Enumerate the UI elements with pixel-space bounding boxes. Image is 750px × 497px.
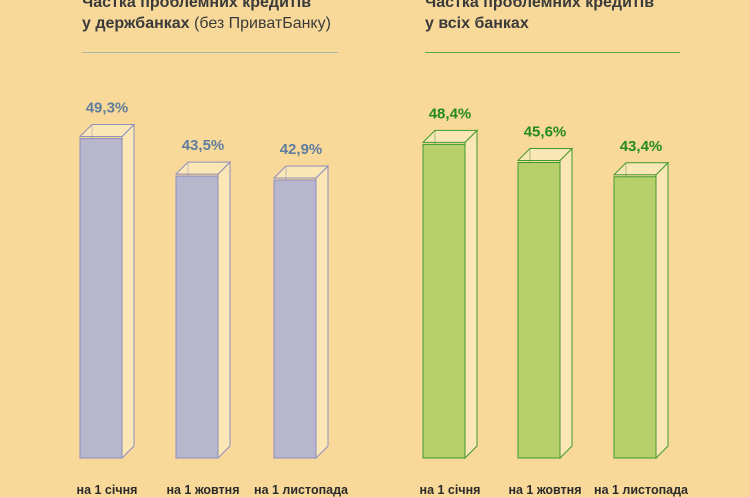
right-value-label-3: 43,4% — [620, 138, 663, 155]
left-category-label-3: на 1 листопада — [254, 483, 349, 497]
left-bar-2 — [175, 175, 219, 459]
right-bar-group-2 — [516, 147, 574, 460]
right-bar-side-3 — [655, 161, 669, 460]
right-bar-2 — [517, 162, 561, 459]
left-value-label-1: 49,3% — [86, 100, 129, 117]
right-title-line2: у всіх банках — [425, 15, 529, 32]
left-chart-title: Частка проблемних кредитів у держбанках … — [82, 0, 331, 34]
right-bar-top-2 — [516, 148, 574, 162]
left-category-label-1: на 1 січня — [77, 483, 138, 497]
left-title-line1: Частка проблемних кредитів — [82, 0, 312, 11]
right-bar-3 — [613, 176, 657, 459]
left-bar-side-1 — [121, 123, 135, 460]
left-bar-top-2 — [174, 161, 232, 175]
left-title-rule — [82, 52, 338, 53]
left-bar-side-2 — [217, 160, 231, 460]
right-value-label-2: 45,6% — [524, 124, 567, 141]
left-bar-chart: 49,3% на 1 січня 43,5% на 1 жовтня 42,9% на 1… — [77, 100, 349, 497]
right-chart-title: Частка проблемних кредитів у всіх банках — [425, 0, 654, 34]
left-bar-3 — [273, 179, 317, 459]
left-bar-group-2 — [174, 160, 232, 460]
left-title-subtitle: (без ПриватБанку) — [194, 15, 331, 32]
right-bar-group-1 — [421, 129, 479, 460]
right-category-label-1: на 1 січня — [420, 483, 481, 497]
left-bar-top-3 — [272, 165, 330, 179]
left-bar-top-1 — [78, 124, 136, 138]
right-bar-side-1 — [464, 129, 478, 460]
right-bar-1 — [422, 143, 466, 459]
right-bar-top-1 — [421, 129, 479, 143]
right-bar-top-3 — [612, 162, 670, 176]
right-category-label-2: на 1 жовтня — [508, 483, 581, 497]
right-chart-panel: Частка проблемних кредитів у всіх банках… — [375, 0, 750, 497]
right-title-line1: Частка проблемних кредитів — [425, 0, 655, 11]
left-bar-group-1 — [78, 123, 136, 460]
left-value-label-3: 42,9% — [280, 141, 323, 158]
left-value-label-2: 43,5% — [182, 137, 225, 154]
left-title-line2: у держбанках — [82, 15, 190, 32]
right-value-label-1: 48,4% — [429, 105, 472, 122]
left-chart-panel: Частка проблемних кредитів у держбанках … — [77, 0, 349, 497]
right-bar-chart: 48,4% на 1 січня 45,6% на 1 жовтня 43,4% на 1… — [420, 105, 689, 497]
left-bar-1 — [79, 138, 123, 459]
right-category-label-3: на 1 листопада — [594, 483, 689, 497]
right-title-rule — [425, 52, 680, 53]
right-bar-group-3 — [612, 161, 670, 460]
left-category-label-2: на 1 жовтня — [166, 483, 239, 497]
left-bar-group-3 — [272, 164, 330, 460]
right-bar-side-2 — [559, 147, 573, 460]
left-bar-side-3 — [315, 164, 329, 460]
